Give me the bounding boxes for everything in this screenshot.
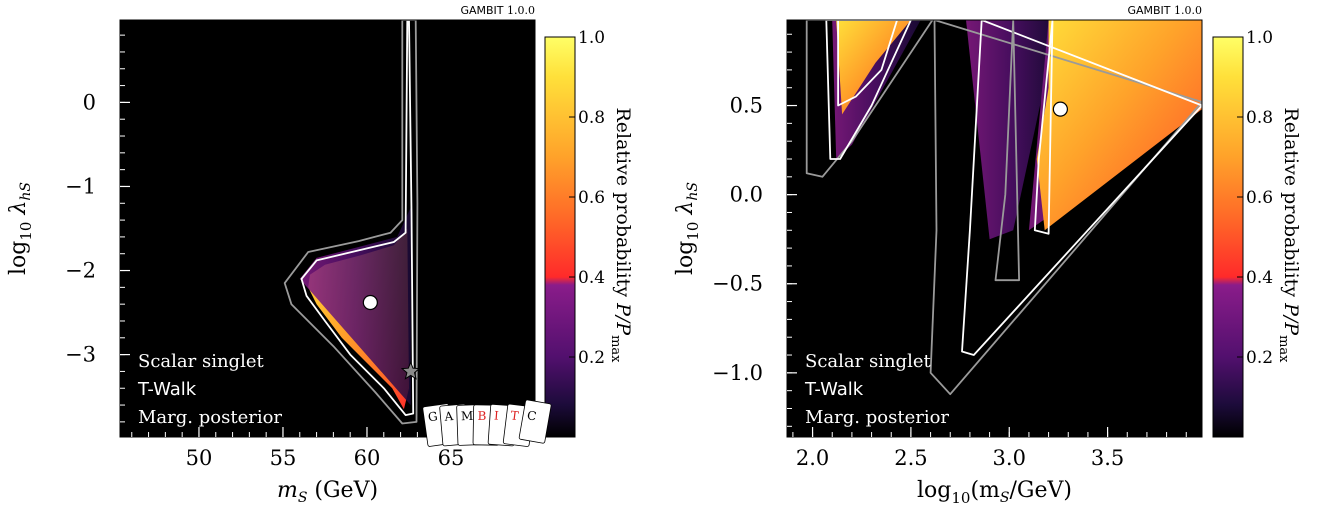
chart-panel-2: 2.0 2.5 3.0 3.5 0.5 0.0 −0.5 −1.0 log10(mS/GeV) l…: [673, 4, 1302, 507]
playing-card: C: [518, 399, 552, 444]
y-axis-label: log10 λhS: [6, 182, 35, 275]
card-letter: C: [526, 408, 537, 423]
card-letter: M: [461, 409, 474, 423]
contour-outer-2: [283, 20, 419, 425]
x-tick-label: 2.0: [796, 446, 829, 470]
posterior-mean-star: [400, 361, 421, 380]
colorbar-tick-label: 0.2: [1246, 348, 1273, 368]
contour-inner-3: [837, 20, 898, 107]
x-tick-label: 55: [270, 446, 297, 470]
legend-line: Scalar singlet: [138, 351, 264, 372]
colorbar-tick-label: 0.6: [1246, 188, 1273, 208]
x-axis-label: log10(mS/GeV): [917, 478, 1072, 507]
y-axis-label: log10 λhS: [673, 182, 702, 275]
x-tick-label: 3.0: [993, 446, 1026, 470]
colorbar-tick-label: 0.4: [1246, 268, 1273, 288]
card-letter: G: [427, 409, 438, 424]
colorbar-tick-label: 0.4: [578, 268, 605, 288]
x-tick-label: 3.5: [1091, 446, 1124, 470]
x-tick-label: 60: [354, 446, 381, 470]
x-axis-label: mS (GeV): [277, 478, 378, 506]
colorbar-tick-label: 0.6: [578, 188, 605, 208]
plot-frame: [786, 19, 1203, 438]
x-tick-label: 50: [186, 446, 213, 470]
card-letter: B: [477, 409, 486, 423]
y-tick-label: −1.0: [712, 361, 763, 385]
contour-inner-7: [1033, 20, 1054, 235]
y-tick-label: 0.0: [730, 183, 763, 207]
y-tick-label: −3: [65, 343, 96, 367]
contour-outer-6: [994, 20, 1020, 282]
best-fit-point: [1052, 101, 1068, 117]
card-letter: I: [494, 409, 500, 423]
card-face: [518, 399, 552, 444]
contour-inner-1: [300, 20, 415, 417]
y-tick-label: −1: [65, 174, 96, 198]
contour-inner-2: [825, 20, 912, 160]
colorbar: [1212, 36, 1244, 438]
contour-inner-5: [961, 20, 1202, 356]
chart-panel-1: 50 55 60 65 0 −1 −2 −3 mS (GeV) log10 λhS Scalar s…: [6, 4, 634, 506]
colorbar-tick-label: 0.2: [578, 348, 605, 368]
legend-line: Marg. posterior: [805, 407, 949, 428]
legend-line: T-Walk: [804, 379, 864, 400]
colorbar: [544, 36, 576, 438]
card-letter: A: [443, 409, 454, 424]
plot-content: [805, 20, 1202, 396]
best-fit-point: [362, 294, 378, 311]
colorbar-tick-label: 0.8: [578, 108, 605, 128]
colorbar-tick-label: 1.0: [578, 28, 605, 48]
probability-region-2: [836, 20, 911, 115]
legend-line: Scalar singlet: [805, 351, 931, 372]
colorbar-tick-label: 0.8: [1246, 108, 1273, 128]
legend-line: Marg. posterior: [138, 407, 282, 428]
probability-region-5: [1036, 20, 1202, 231]
gambit-badge: GAMBIT 1.0.0: [460, 4, 535, 17]
card-letter: T: [510, 408, 520, 423]
y-tick-label: 0.5: [730, 94, 763, 118]
plot-content: [283, 20, 421, 425]
colorbar-tick-label: 1.0: [1246, 28, 1273, 48]
plot-area: [120, 20, 535, 437]
colorbar-label: Relative probability P/Pmax: [1276, 107, 1302, 363]
probability-region-3: [966, 20, 1059, 240]
gambit-badge: GAMBIT 1.0.0: [1127, 4, 1202, 17]
y-tick-label: 0: [83, 90, 96, 114]
colorbar-label: Relative probability P/Pmax: [608, 107, 634, 363]
y-tick-label: −2: [65, 259, 96, 283]
plot-frame: [119, 19, 536, 438]
x-tick-label: 2.5: [894, 446, 927, 470]
x-tick-label: 65: [438, 446, 465, 470]
legend-line: T-Walk: [137, 379, 197, 400]
y-tick-label: −0.5: [712, 272, 763, 296]
